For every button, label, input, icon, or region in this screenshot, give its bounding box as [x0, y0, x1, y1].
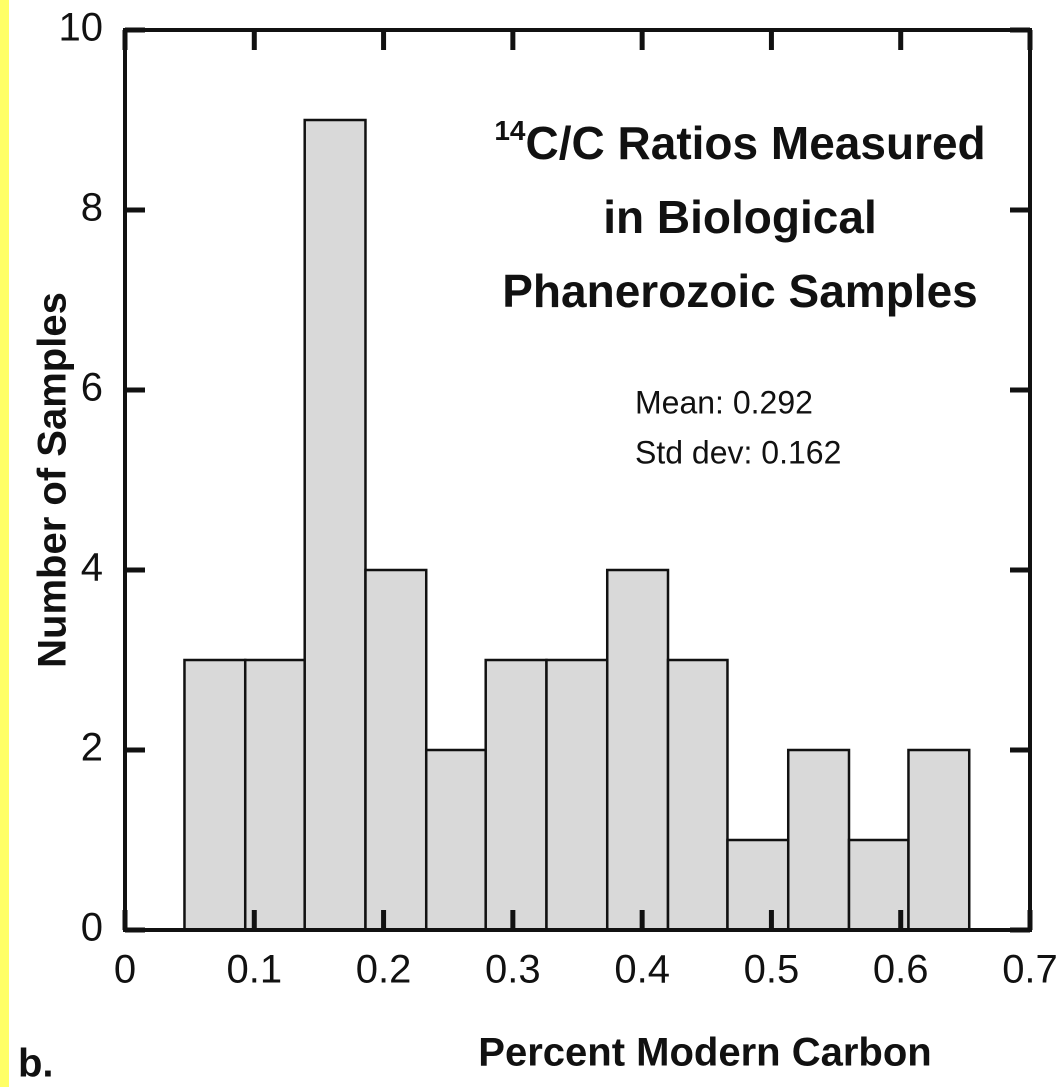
- panel-label: b.: [18, 1042, 54, 1086]
- annotation: Mean: 0.292: [635, 384, 813, 420]
- plot-area: [122, 27, 1033, 933]
- bar: [786, 748, 851, 932]
- x-tick-label: 0: [114, 948, 136, 992]
- side-strip: [0, 0, 9, 1087]
- bar: [666, 658, 729, 932]
- y-tick-label: 0: [81, 906, 103, 950]
- y-tick-label: 10: [59, 6, 104, 50]
- bar: [545, 658, 609, 932]
- x-axis-label: Percent Modern Carbon: [478, 1031, 931, 1075]
- title-line: C/C Ratios Measured: [526, 117, 986, 169]
- x-tick-label: 0.2: [356, 948, 412, 992]
- bar: [726, 838, 790, 932]
- bar: [605, 568, 670, 932]
- x-tick-label: 0.6: [873, 948, 929, 992]
- plot-frame: [123, 28, 1032, 932]
- bar: [243, 658, 306, 932]
- bar: [484, 658, 548, 932]
- y-tick-label: 6: [81, 366, 103, 410]
- chart-title: in Biological: [603, 191, 876, 243]
- y-axis-label: Number of Samples: [31, 292, 75, 668]
- chart-title: 14C/C Ratios Measured: [494, 115, 985, 169]
- x-tick-label: 0.5: [744, 948, 800, 992]
- bar: [424, 748, 487, 932]
- y-tick-label: 8: [81, 186, 103, 230]
- bar: [907, 748, 971, 932]
- chart-title: Phanerozoic Samples: [502, 265, 978, 317]
- y-tick-label: 4: [81, 546, 103, 590]
- bar: [183, 658, 247, 932]
- y-tick-label: 2: [81, 726, 103, 770]
- x-tick-label: 0.3: [485, 948, 541, 992]
- x-tick-label: 0.7: [1002, 948, 1058, 992]
- x-tick-label: 0.4: [614, 948, 670, 992]
- title-superscript: 14: [494, 115, 526, 146]
- bar: [364, 568, 428, 932]
- x-tick-label: 0.1: [226, 948, 282, 992]
- annotation: Std dev: 0.162: [635, 434, 841, 470]
- bar: [303, 118, 367, 932]
